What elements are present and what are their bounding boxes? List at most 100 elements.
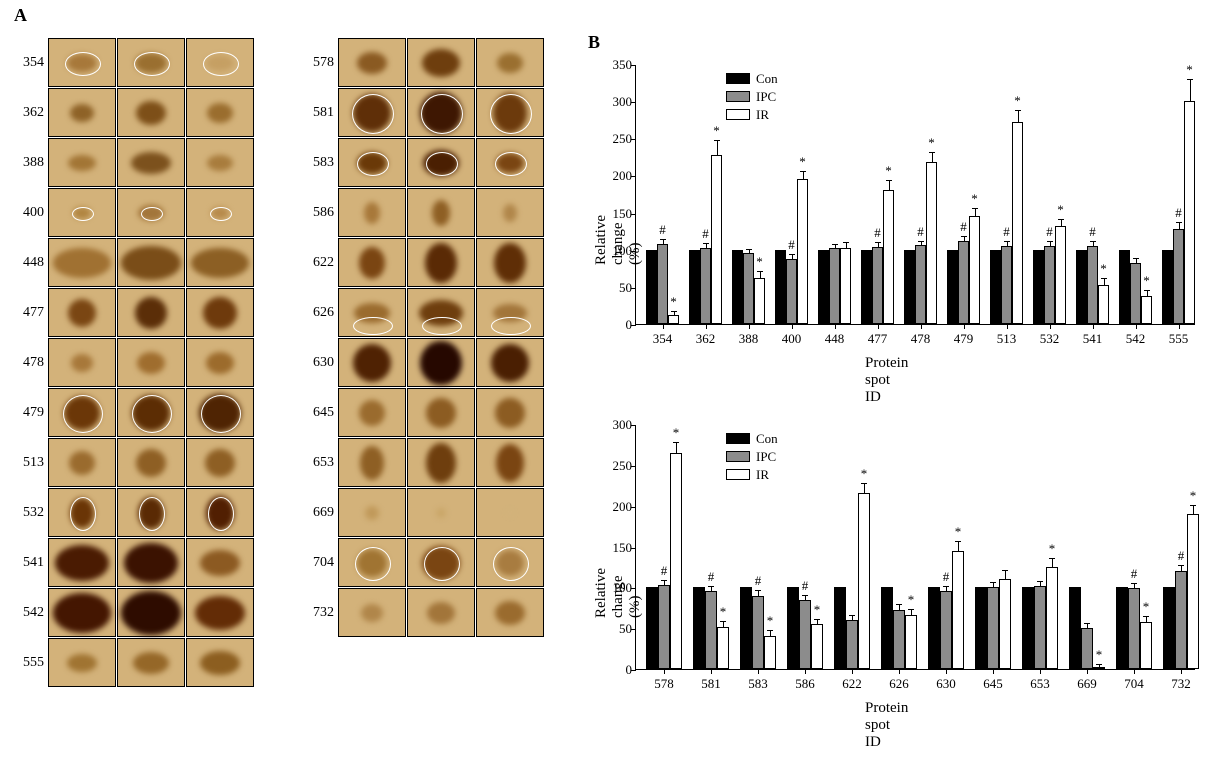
gel-spot	[353, 344, 391, 382]
bar	[1163, 587, 1175, 669]
gel-row: 555	[10, 638, 255, 687]
bar	[958, 241, 969, 324]
y-tick-mark	[631, 102, 636, 103]
y-axis-label: Relative change (%)	[593, 215, 644, 265]
panel-a-label: A	[14, 5, 27, 26]
gel-cell	[338, 438, 406, 487]
gel-spot	[206, 352, 234, 374]
bar	[858, 493, 870, 669]
gel-spot	[496, 153, 524, 173]
error-bar	[1099, 665, 1100, 667]
chart-plot-area: 050100150200250300ConIPCIR578#*581#*583#…	[635, 425, 1195, 670]
bar	[1044, 246, 1055, 324]
chart-plot-area: 050100150200250300350ConIPCIR354#*362#*3…	[635, 65, 1195, 325]
gel-cell	[338, 488, 406, 537]
x-tick-mark	[878, 324, 879, 329]
error-bar	[975, 209, 976, 216]
gel-row-label: 555	[10, 655, 48, 671]
error-bar	[803, 172, 804, 179]
error-cap	[1037, 581, 1043, 582]
gel-spot	[353, 94, 391, 132]
bar	[904, 250, 915, 324]
gel-cell	[48, 538, 116, 587]
legend-label: IR	[756, 107, 769, 123]
gel-cell	[117, 88, 185, 137]
gel-row: 630	[300, 338, 545, 387]
error-cap	[714, 140, 720, 141]
x-tick-mark	[1040, 669, 1041, 674]
error-bar	[711, 587, 712, 591]
gel-cell	[117, 638, 185, 687]
significance-mark: #	[703, 569, 719, 585]
bar	[764, 636, 776, 669]
gel-spot	[507, 510, 513, 516]
gel-cell	[338, 188, 406, 237]
gel-cell	[476, 388, 544, 437]
significance-mark: #	[1085, 224, 1100, 240]
gel-cell	[117, 288, 185, 337]
error-cap	[1004, 241, 1010, 242]
error-cap	[673, 442, 679, 443]
significance-mark: *	[1010, 93, 1025, 109]
gel-cell	[338, 88, 406, 137]
error-bar	[1181, 566, 1182, 571]
bar	[1116, 587, 1128, 669]
x-tick-label: 653	[1025, 676, 1055, 692]
x-tick-mark	[899, 669, 900, 674]
x-tick-label: 704	[1119, 676, 1149, 692]
error-cap	[1131, 583, 1137, 584]
gel-row-label: 622	[300, 255, 338, 271]
gel-cell	[338, 238, 406, 287]
gel-spot	[493, 93, 527, 133]
y-tick-label: 300	[596, 417, 632, 433]
gel-cell	[186, 188, 254, 237]
bar	[1093, 667, 1105, 669]
gel-spot	[420, 92, 462, 134]
error-cap	[1187, 79, 1193, 80]
x-tick-mark	[993, 669, 994, 674]
gel-spot	[55, 545, 109, 581]
gel-cell	[48, 288, 116, 337]
gel-row-label: 532	[10, 505, 48, 521]
gel-spot	[426, 398, 456, 428]
bar	[1001, 246, 1012, 324]
legend-swatch	[726, 469, 750, 480]
error-cap	[703, 243, 709, 244]
bar	[700, 248, 711, 325]
gel-spot	[132, 395, 170, 431]
gel-spot	[491, 344, 529, 382]
error-bar	[964, 237, 965, 241]
error-bar	[932, 153, 933, 162]
gel-cell	[476, 538, 544, 587]
gel-row: 653	[300, 438, 545, 487]
gel-row-label: 448	[10, 255, 48, 271]
error-cap	[1049, 558, 1055, 559]
gel-spot	[496, 444, 524, 482]
error-bar	[946, 587, 947, 591]
error-cap	[955, 541, 961, 542]
gel-row: 578	[300, 38, 545, 87]
error-bar	[1052, 559, 1053, 567]
significance-mark: #	[655, 222, 670, 238]
x-tick-label: 732	[1166, 676, 1196, 692]
error-cap	[918, 241, 924, 242]
error-cap	[908, 609, 914, 610]
y-tick-label: 200	[596, 168, 632, 184]
gel-cell	[476, 288, 544, 337]
significance-mark: *	[752, 254, 767, 270]
significance-mark: *	[1096, 261, 1111, 277]
legend-label: IPC	[756, 89, 776, 105]
gel-row-label: 541	[10, 555, 48, 571]
y-tick-label: 350	[596, 57, 632, 73]
gel-cell	[476, 238, 544, 287]
bar	[969, 216, 980, 324]
error-bar	[760, 272, 761, 278]
significance-mark: *	[1053, 202, 1068, 218]
error-cap	[661, 580, 667, 581]
gel-spot	[191, 248, 249, 278]
gel-spot	[359, 400, 385, 426]
significance-mark: *	[1138, 599, 1154, 615]
bar	[952, 551, 964, 669]
x-tick-mark	[749, 324, 750, 329]
significance-mark: *	[709, 123, 724, 139]
